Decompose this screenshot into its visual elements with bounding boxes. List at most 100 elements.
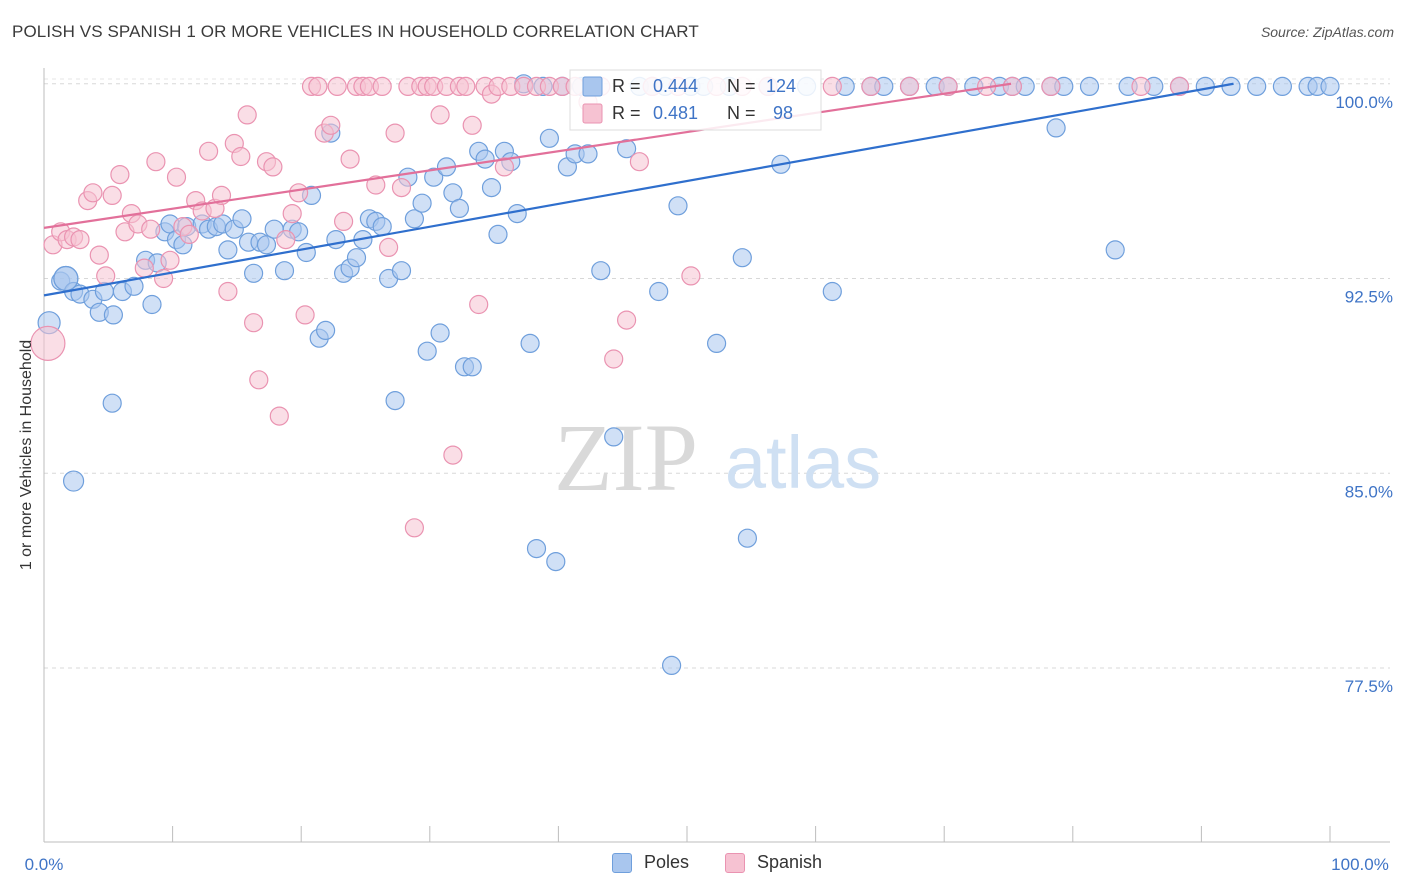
y-axis-label: 1 or more Vehicles in Household [18,339,35,571]
poles-point [218,240,238,260]
poles-trend-line [43,82,1234,297]
spanish-point [462,115,482,135]
spanish-point [899,76,920,97]
poles-point [385,391,405,411]
poles-point [732,248,752,268]
legend-top-poles-n-label: N = [727,76,756,96]
poles-point [449,198,469,218]
spanish-point [321,115,341,135]
spanish-point [237,105,257,125]
poles-point [737,528,758,548]
poles-point [424,167,444,187]
legend-top: R = 0.444 N = 124 R = 0.481 N = 98 [569,69,822,131]
axis-layer: 77.5% 85.0% 92.5% 100.0% 0.0% 100.0% [25,68,1393,874]
spanish-point [269,406,289,426]
poles-point [546,551,566,572]
poles-point [102,393,122,413]
spanish-point [616,310,637,330]
poles-point [1195,76,1215,97]
poles-point [526,538,547,559]
poles-point [578,144,598,164]
poles-point [1320,76,1340,97]
legend-top-spanish-n-value: 98 [773,103,793,123]
spanish-point [822,76,842,97]
poles-point [316,320,336,340]
spanish-point [629,152,650,172]
watermark: ZIP atlas [554,404,881,511]
spanish-point [379,237,399,257]
legend-top-spanish-swatch [582,103,603,124]
poles-point [430,323,450,343]
spanish-point [391,178,412,198]
poles-point [62,470,85,492]
legend-poles-label: Poles [644,852,690,872]
poles-point [404,209,424,229]
spanish-point [372,76,392,97]
watermark-zip: ZIP [554,404,698,511]
poles-point [520,333,540,353]
poles-point [103,305,124,325]
poles-point [1046,118,1066,138]
poles-point [649,281,669,302]
spanish-point [295,305,315,325]
grid-layer [44,78,1390,669]
legend-top-box [569,69,822,131]
poles-point [142,294,162,315]
legend-spanish-label: Spanish [757,852,823,872]
legend-top-poles-n-value: 124 [766,76,796,96]
spanish-point [1169,76,1190,97]
spanish-point [102,185,122,205]
spanish-point [146,152,166,172]
spanish-point [443,445,463,465]
y-tick-label: 85.0% [1345,482,1393,501]
spanish-point [244,313,264,333]
poles-point [668,196,688,216]
poles-point [412,193,432,213]
legend-poles-swatch [612,852,632,873]
poles-point [1272,76,1293,97]
poles-point [391,261,412,281]
chart-title: POLISH VS SPANISH 1 OR MORE VEHICLES IN … [12,22,699,41]
spanish-point [1131,76,1151,97]
legend-top-spanish-n-label: N = [727,103,756,123]
poles-point [481,178,502,198]
legend-top-spanish-r-value: 0.481 [653,103,698,123]
spanish-point [861,76,881,97]
poles-point [1105,240,1125,260]
spanish-point [231,146,251,167]
poles-point [591,261,611,281]
poles-point [462,357,482,377]
x-tick-label: 0.0% [25,855,64,874]
spanish-point [289,183,309,203]
spanish-point [430,105,450,125]
watermark-atlas: atlas [725,421,881,504]
poles-point [604,427,624,447]
poles-point [244,263,264,283]
spanish-point [340,149,360,169]
poles-point [1079,76,1100,97]
spanish-point [134,258,154,278]
spanish-point [276,230,296,250]
poles-point [507,204,527,224]
poles-point [661,655,682,676]
legend-top-poles-swatch [582,76,603,97]
poles-point [417,341,437,361]
poles-point [1247,76,1267,97]
spanish-point [469,294,489,315]
spanish-point [604,349,624,369]
spanish-point [1002,76,1023,97]
legend-bottom: Poles Spanish [0,852,1406,876]
spanish-point [199,141,219,161]
spanish-point [681,266,701,286]
y-tick-label: 100.0% [1335,93,1393,112]
spanish-point [456,76,476,97]
legend-top-poles-r-label: R = [612,76,641,96]
poles-point [822,281,842,302]
legend-item-poles: Poles [612,852,689,873]
poles-point [274,261,295,281]
legend-top-poles-r-value: 0.444 [653,76,698,96]
spanish-point [166,167,187,187]
legend-top-spanish-r-label: R = [612,103,641,123]
poles-point [256,235,277,255]
